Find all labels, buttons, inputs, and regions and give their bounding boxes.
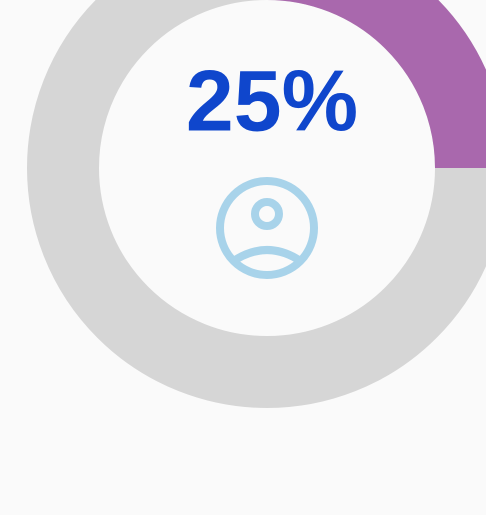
user-icon	[216, 177, 318, 279]
icon-head	[251, 198, 283, 230]
icon-ring	[216, 177, 318, 279]
icon-body	[229, 246, 305, 266]
donut-segment	[266, 0, 486, 169]
value-label: 25%	[186, 54, 358, 150]
